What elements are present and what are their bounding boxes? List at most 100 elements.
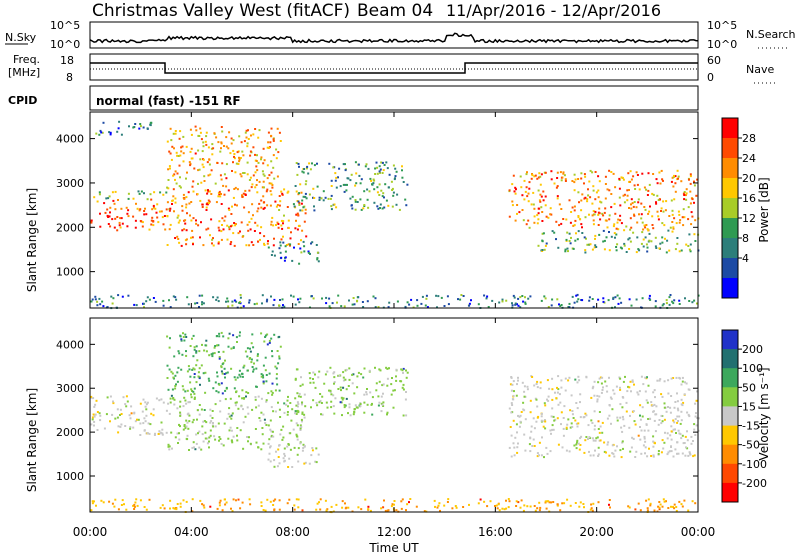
velocity-data-cell [639, 438, 642, 441]
velocity-data-cell [590, 419, 593, 422]
power-data-cell [591, 248, 594, 251]
power-data-cell [636, 221, 639, 224]
power-data-cell [252, 214, 254, 217]
velocity-data-cell [239, 507, 242, 510]
power-data-cell [221, 217, 224, 220]
velocity-data-cell [648, 447, 650, 450]
power-data-cell [581, 226, 583, 229]
velocity-data-cell [451, 507, 454, 510]
velocity-data-cell [588, 450, 590, 453]
velocity-data-cell [512, 398, 515, 401]
power-data-cell [378, 170, 381, 173]
velocity-data-cell [374, 366, 376, 369]
velocity-data-cell [102, 501, 105, 504]
power-data-cell [209, 173, 212, 176]
velocity-data-cell [328, 389, 330, 392]
power-data-cell [646, 250, 649, 253]
power-data-cell [539, 175, 542, 178]
velocity-data-cell [297, 460, 300, 463]
power-data-cell [374, 297, 377, 300]
velocity-data-cell [600, 391, 603, 394]
velocity-data-cell [94, 413, 97, 416]
power-data-cell [372, 182, 375, 185]
power-data-cell [695, 194, 698, 197]
velocity-data-cell [621, 440, 624, 443]
power-data-cell [135, 202, 137, 205]
velocity-data-cell [400, 500, 403, 503]
power-data-cell [555, 238, 557, 241]
power-data-cell [227, 189, 230, 192]
power-data-cell [325, 302, 328, 305]
power-data-cell [216, 162, 219, 164]
power-data-cell [395, 170, 398, 173]
power-data-cell [586, 200, 589, 203]
velocity-ytick-label: 2000 [56, 426, 84, 439]
velocity-data-cell [590, 507, 593, 510]
velocity-data-cell [577, 375, 580, 378]
velocity-data-cell [299, 442, 302, 445]
velocity-data-cell [687, 413, 690, 416]
velocity-data-cell [214, 345, 217, 347]
velocity-data-cell [678, 376, 681, 379]
velocity-data-cell [516, 383, 518, 386]
velocity-data-cell [272, 504, 275, 506]
power-data-cell [255, 165, 258, 168]
power-data-cell [628, 298, 631, 301]
colorbar-segment [722, 406, 738, 426]
power-data-cell [553, 231, 556, 234]
power-data-cell [663, 224, 666, 227]
colorbar-segment [722, 238, 738, 259]
power-data-cell [562, 218, 565, 220]
velocity-data-cell [395, 375, 397, 378]
velocity-data-cell [100, 499, 103, 502]
velocity-data-cell [632, 437, 635, 440]
velocity-data-cell [217, 351, 220, 353]
velocity-data-cell [680, 419, 683, 422]
velocity-data-cell [188, 449, 190, 451]
velocity-data-cell [544, 500, 547, 503]
power-data-cell [266, 298, 269, 301]
velocity-data-cell [275, 373, 278, 376]
power-data-cell [260, 199, 263, 202]
power-data-cell [517, 297, 520, 300]
power-data-cell [250, 241, 253, 244]
power-data-cell [555, 186, 558, 189]
velocity-data-cell [654, 413, 657, 416]
power-data-cell [580, 209, 583, 212]
power-data-cell [538, 172, 541, 175]
power-data-cell [379, 171, 381, 174]
power-data-cell [360, 208, 363, 211]
power-data-cell [202, 158, 205, 161]
velocity-data-cell [523, 504, 526, 507]
power-data-cell [176, 235, 179, 238]
velocity-data-cell [171, 388, 174, 391]
power-data-cell [298, 301, 301, 304]
power-data-cell [194, 125, 197, 128]
power-data-cell [620, 222, 623, 225]
power-data-cell [325, 296, 328, 299]
power-data-cell [169, 306, 172, 309]
velocity-data-cell [599, 439, 602, 442]
power-data-cell [568, 232, 571, 235]
velocity-data-cell [567, 418, 570, 421]
power-data-cell [262, 173, 265, 176]
velocity-data-cell [246, 355, 249, 358]
velocity-data-cell [250, 358, 253, 361]
velocity-data-cell [172, 397, 175, 399]
velocity-data-cell [510, 434, 513, 437]
power-data-cell [388, 301, 391, 304]
power-data-cell [162, 299, 165, 302]
power-data-cell [383, 196, 385, 199]
velocity-data-cell [526, 385, 529, 388]
power-data-cell [619, 246, 622, 249]
velocity-data-cell [512, 380, 515, 383]
power-data-cell [174, 178, 176, 181]
velocity-data-cell [591, 422, 594, 424]
velocity-data-cell [670, 425, 673, 428]
velocity-data-cell [177, 442, 179, 444]
velocity-data-cell [634, 508, 637, 511]
velocity-data-cell [169, 401, 172, 404]
power-data-cell [646, 194, 649, 196]
velocity-data-cell [310, 406, 312, 409]
velocity-data-cell [540, 412, 543, 415]
